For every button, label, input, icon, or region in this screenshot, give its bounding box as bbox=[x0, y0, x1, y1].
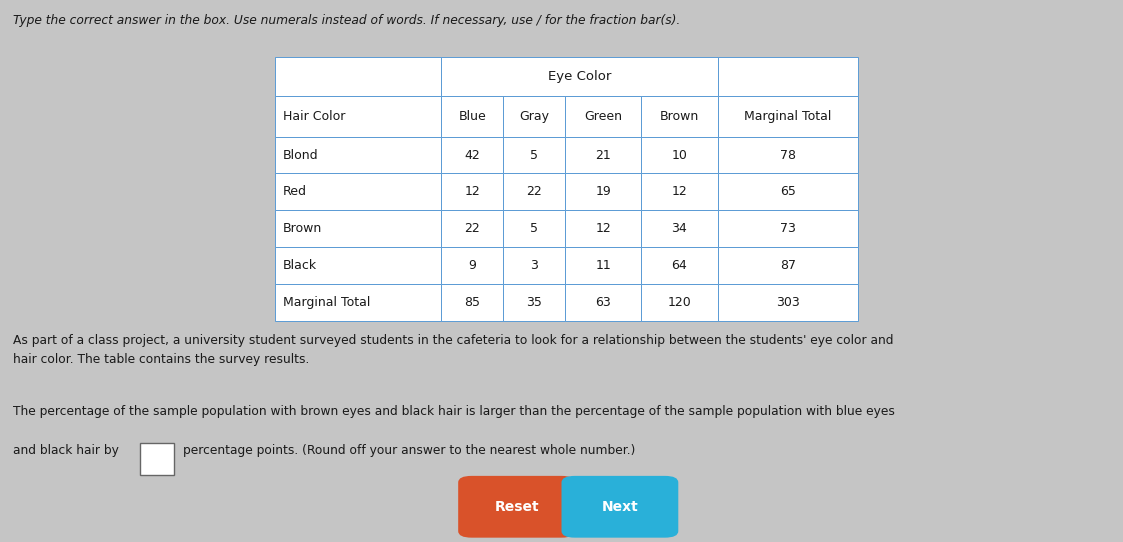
Text: Next: Next bbox=[602, 500, 638, 514]
Text: The percentage of the sample population with brown eyes and black hair is larger: The percentage of the sample population … bbox=[13, 405, 895, 418]
Text: 42: 42 bbox=[464, 149, 481, 162]
Bar bbox=[718, 57, 858, 96]
Bar bbox=[441, 247, 503, 284]
FancyBboxPatch shape bbox=[458, 476, 575, 538]
Bar bbox=[441, 173, 503, 210]
Text: Gray: Gray bbox=[519, 110, 549, 122]
Text: 34: 34 bbox=[672, 222, 687, 235]
Bar bbox=[275, 57, 441, 96]
Text: 73: 73 bbox=[779, 222, 796, 235]
Bar bbox=[641, 247, 718, 284]
Text: Blue: Blue bbox=[458, 110, 486, 122]
Text: 78: 78 bbox=[779, 149, 796, 162]
Text: and black hair by: and black hair by bbox=[13, 444, 119, 457]
Text: Marginal Total: Marginal Total bbox=[745, 110, 831, 122]
Bar bbox=[441, 57, 718, 96]
Bar bbox=[275, 247, 441, 284]
Bar bbox=[275, 137, 441, 173]
Bar bbox=[503, 284, 565, 321]
Text: 22: 22 bbox=[526, 185, 542, 198]
Bar bbox=[718, 137, 858, 173]
Bar bbox=[441, 284, 503, 321]
Bar bbox=[503, 137, 565, 173]
Text: 85: 85 bbox=[464, 296, 481, 309]
Text: 63: 63 bbox=[595, 296, 611, 309]
Text: 21: 21 bbox=[595, 149, 611, 162]
Bar bbox=[565, 210, 641, 247]
Bar bbox=[565, 96, 641, 137]
Bar bbox=[503, 210, 565, 247]
Text: 11: 11 bbox=[595, 259, 611, 272]
Text: 22: 22 bbox=[464, 222, 481, 235]
Text: Brown: Brown bbox=[283, 222, 322, 235]
FancyBboxPatch shape bbox=[562, 476, 678, 538]
Bar bbox=[641, 137, 718, 173]
Text: 10: 10 bbox=[672, 149, 687, 162]
Text: 35: 35 bbox=[526, 296, 542, 309]
Text: 12: 12 bbox=[672, 185, 687, 198]
Text: 120: 120 bbox=[667, 296, 692, 309]
Bar bbox=[275, 96, 441, 137]
Text: Reset: Reset bbox=[494, 500, 539, 514]
Text: Type the correct answer in the box. Use numerals instead of words. If necessary,: Type the correct answer in the box. Use … bbox=[13, 14, 681, 27]
Text: 87: 87 bbox=[779, 259, 796, 272]
Bar bbox=[718, 247, 858, 284]
Bar bbox=[641, 284, 718, 321]
Text: 19: 19 bbox=[595, 185, 611, 198]
Bar bbox=[718, 173, 858, 210]
Text: 12: 12 bbox=[595, 222, 611, 235]
Bar bbox=[275, 210, 441, 247]
Text: Eye Color: Eye Color bbox=[548, 70, 611, 83]
Bar bbox=[441, 96, 503, 137]
Bar bbox=[275, 284, 441, 321]
Text: 3: 3 bbox=[530, 259, 538, 272]
Text: 5: 5 bbox=[530, 222, 538, 235]
Text: Black: Black bbox=[283, 259, 317, 272]
Bar bbox=[441, 137, 503, 173]
Text: percentage points. (Round off your answer to the nearest whole number.): percentage points. (Round off your answe… bbox=[183, 444, 636, 457]
Bar bbox=[503, 173, 565, 210]
Text: 64: 64 bbox=[672, 259, 687, 272]
Bar bbox=[503, 96, 565, 137]
Bar bbox=[565, 173, 641, 210]
Bar bbox=[565, 137, 641, 173]
Text: Blond: Blond bbox=[283, 149, 319, 162]
Bar bbox=[565, 247, 641, 284]
Text: 12: 12 bbox=[464, 185, 481, 198]
Text: 303: 303 bbox=[776, 296, 800, 309]
Text: 9: 9 bbox=[468, 259, 476, 272]
Text: As part of a class project, a university student surveyed students in the cafete: As part of a class project, a university… bbox=[13, 334, 894, 366]
Text: Hair Color: Hair Color bbox=[283, 110, 346, 122]
Bar bbox=[641, 96, 718, 137]
Bar bbox=[275, 173, 441, 210]
Bar bbox=[441, 210, 503, 247]
Text: Red: Red bbox=[283, 185, 307, 198]
Bar bbox=[641, 173, 718, 210]
Bar bbox=[718, 96, 858, 137]
Text: Green: Green bbox=[584, 110, 622, 122]
Text: 5: 5 bbox=[530, 149, 538, 162]
Bar bbox=[140, 443, 174, 475]
Bar bbox=[565, 284, 641, 321]
Text: Marginal Total: Marginal Total bbox=[283, 296, 371, 309]
Text: 65: 65 bbox=[779, 185, 796, 198]
Bar bbox=[718, 210, 858, 247]
Bar bbox=[503, 247, 565, 284]
Text: Brown: Brown bbox=[660, 110, 699, 122]
Bar bbox=[718, 284, 858, 321]
Bar bbox=[641, 210, 718, 247]
